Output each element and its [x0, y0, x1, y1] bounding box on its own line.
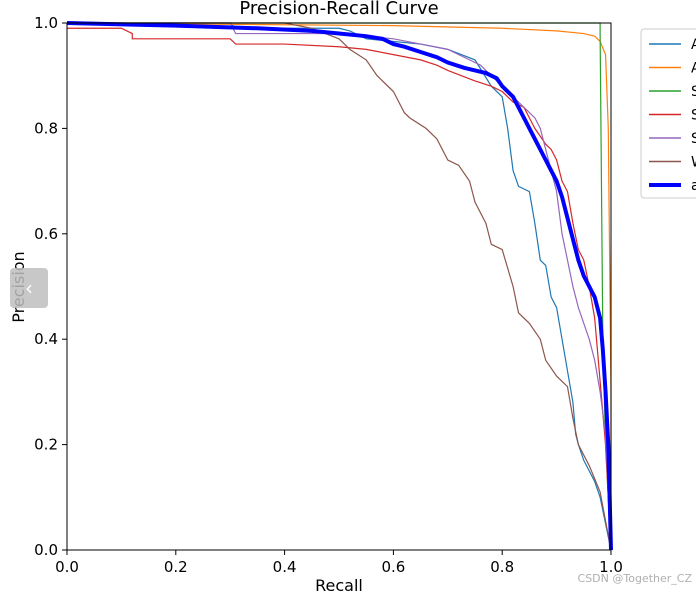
series-line-1: [66, 22, 612, 550]
y-tick-label-0: 0.0: [34, 541, 58, 559]
previous-image-button[interactable]: ‹: [10, 268, 48, 308]
legend-label-5: W: [691, 155, 696, 171]
x-tick-label-3: 0.6: [381, 558, 405, 576]
legend-label-0: A: [691, 37, 696, 53]
series-line-3: [67, 27, 612, 551]
x-tick-label-2: 0.4: [273, 558, 297, 576]
legend-label-3: S: [691, 108, 696, 124]
legend-label-4: S: [691, 131, 696, 147]
y-tick-label-3: 0.6: [34, 225, 58, 243]
series-line-0: [67, 22, 612, 551]
legend-label-6: a: [691, 178, 696, 194]
chart-title: Precision-Recall Curve: [239, 0, 438, 19]
plot-frame: [66, 22, 612, 551]
x-tick-label-5: 1.0: [599, 558, 623, 576]
y-tick-label-2: 0.4: [34, 330, 58, 348]
legend-frame: [640, 28, 696, 199]
series-layer: [66, 21, 613, 551]
y-tick-label-1: 0.2: [34, 436, 58, 454]
ticks-layer: 0.0 0.2 0.4 0.6 0.8 1.0 0.0 0.2 0.4 0.6 0.8 1.0: [34, 14, 623, 576]
chevron-left-icon: ‹: [25, 276, 33, 300]
series-line-2: [67, 22, 612, 551]
legend-label-2: S: [691, 84, 696, 100]
series-line-5: [67, 22, 612, 551]
x-axis-title: Recall: [315, 576, 363, 592]
y-tick-label-5: 1.0: [34, 14, 58, 32]
x-tick-label-4: 0.8: [490, 558, 514, 576]
legend: AASSSWa: [640, 28, 696, 199]
x-tick-label-0: 0.0: [55, 558, 79, 576]
x-tick-label-1: 0.2: [164, 558, 188, 576]
legend-label-1: A: [691, 61, 696, 77]
watermark: CSDN @Together_CZ: [578, 572, 693, 585]
series-line-4: [67, 22, 612, 551]
y-tick-label-4: 0.8: [34, 119, 58, 137]
series-line-6: [66, 21, 613, 551]
